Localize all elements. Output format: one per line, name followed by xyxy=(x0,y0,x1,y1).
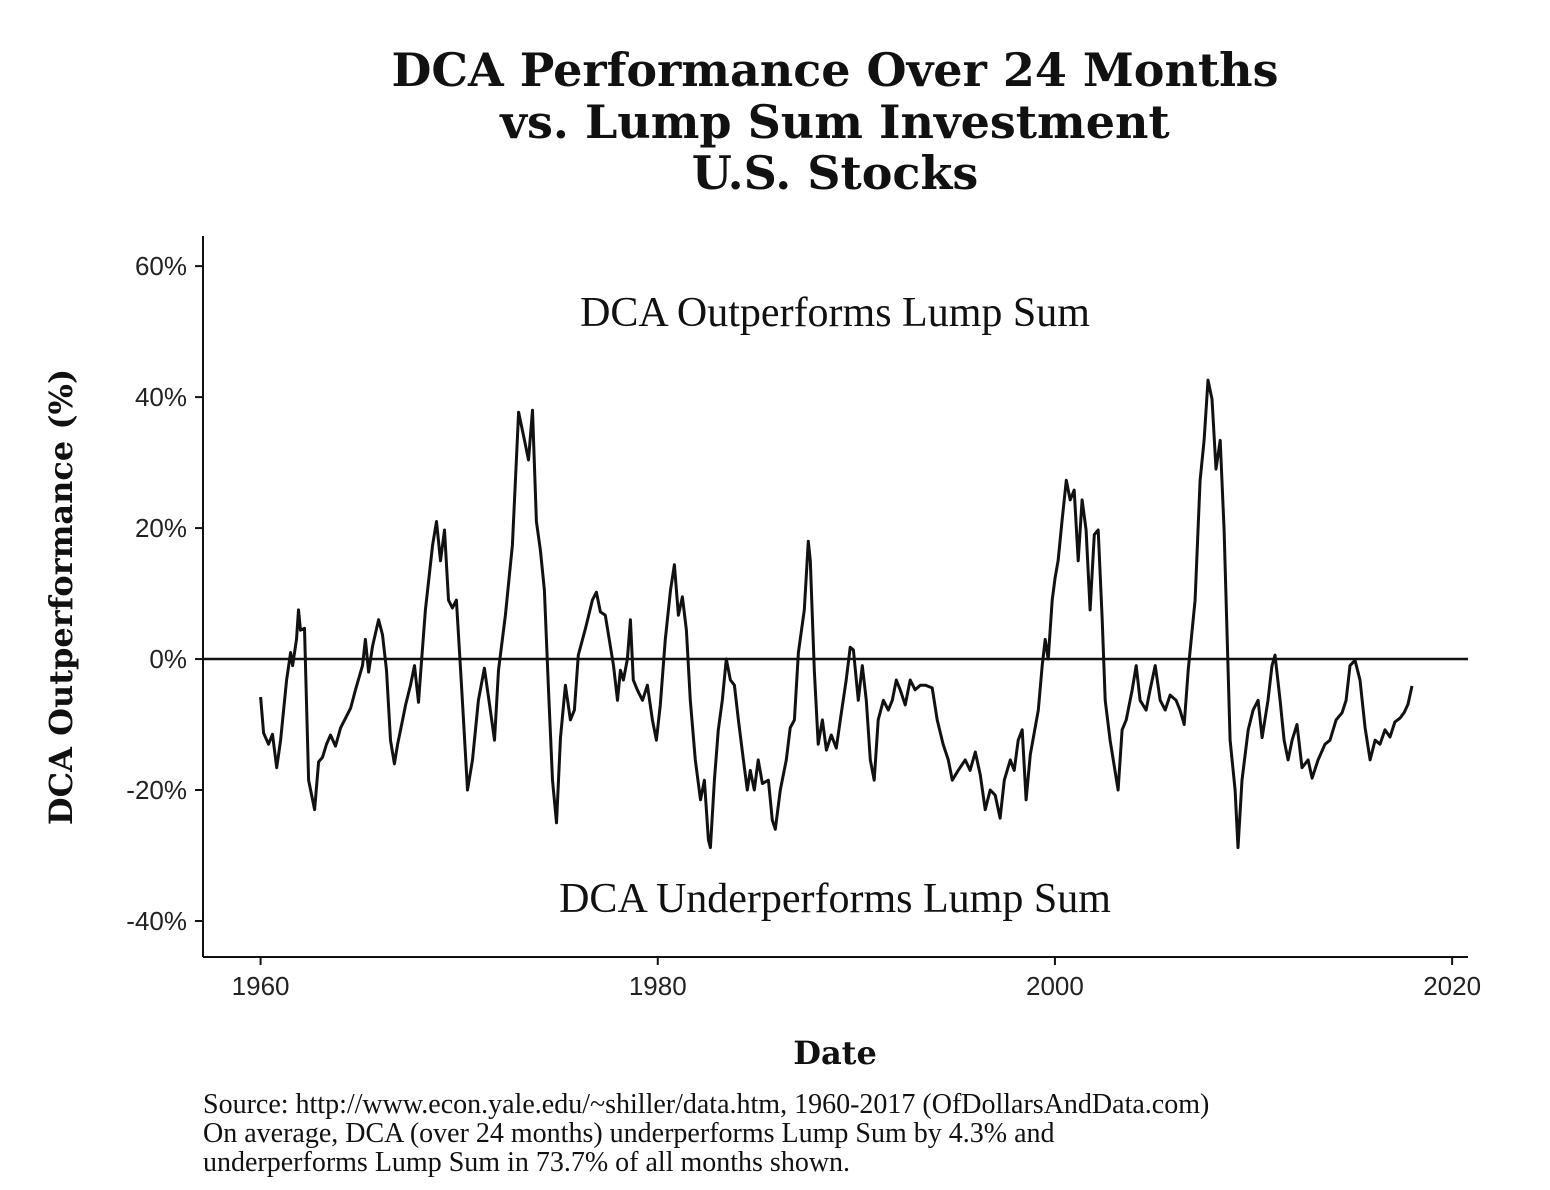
chart-title-line-3: U.S. Stocks xyxy=(692,146,978,200)
y-tick-label: 20% xyxy=(135,513,187,543)
y-tick-label: -40% xyxy=(126,906,187,936)
caption-line-1: Source: http://www.econ.yale.edu/~shille… xyxy=(203,1089,1209,1120)
caption-line-3: underperforms Lump Sum in 73.7% of all m… xyxy=(203,1147,850,1178)
caption-line-2: On average, DCA (over 24 months) underpe… xyxy=(203,1118,1055,1149)
x-tick-label: 2000 xyxy=(1026,971,1084,1001)
annotation-upper: DCA Outperforms Lump Sum xyxy=(580,290,1090,336)
y-tick-label: -20% xyxy=(126,775,187,805)
y-axis-label: DCA Outperformance (%) xyxy=(42,369,80,825)
x-tick-label: 1980 xyxy=(629,971,687,1001)
x-tick-label: 2020 xyxy=(1423,971,1481,1001)
y-tick-label: 60% xyxy=(135,251,187,281)
x-tick-label: 1960 xyxy=(232,971,290,1001)
axes: 60% 40% 20% 0% -20% -40% 1960 1980 2000 2020 xyxy=(126,236,1481,1001)
chart-title-line-1: DCA Performance Over 24 Months xyxy=(392,43,1279,97)
x-axis-label: Date xyxy=(793,1034,877,1072)
annotation-lower: DCA Underperforms Lump Sum xyxy=(559,876,1111,922)
y-tick-label: 40% xyxy=(135,382,187,412)
chart-title-line-2: vs. Lump Sum Investment xyxy=(499,95,1170,149)
series-line xyxy=(259,378,1414,850)
y-tick-label: 0% xyxy=(149,644,187,674)
